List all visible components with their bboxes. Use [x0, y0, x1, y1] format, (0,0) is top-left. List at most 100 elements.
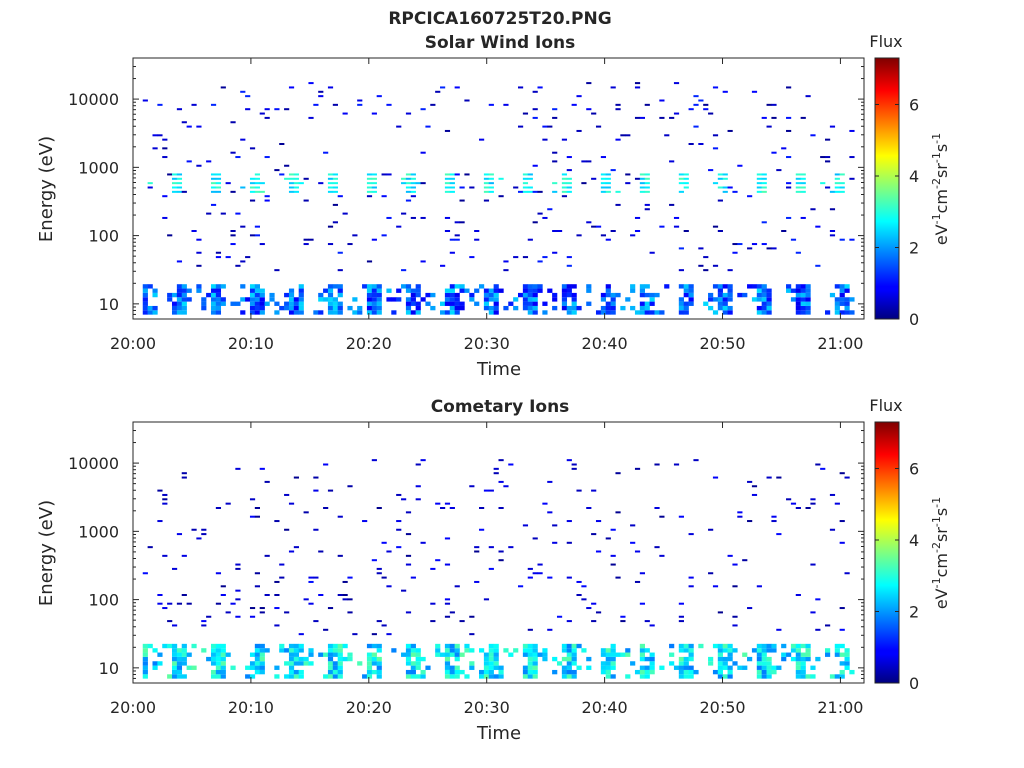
heatmap-cell: [790, 648, 797, 653]
heatmap-cell: [142, 652, 148, 657]
heatmap-cell: [264, 199, 270, 202]
heatmap-cell: [288, 310, 295, 315]
heatmap-cell: [790, 656, 797, 662]
heatmap-cell: [522, 297, 529, 302]
heatmap-cell: [396, 528, 402, 531]
heatmap-cell: [415, 463, 421, 466]
heatmap-cell: [167, 674, 173, 679]
heatmap-cell: [230, 665, 236, 670]
heatmap-cell: [454, 652, 460, 657]
heatmap-cell: [440, 264, 446, 267]
heatmap-cell: [215, 665, 222, 670]
heatmap-cell: [834, 177, 840, 180]
x-tick-label: 20:40: [582, 698, 628, 717]
heatmap-cell: [298, 648, 304, 653]
heatmap-cell: [332, 190, 338, 193]
heatmap-cell: [532, 284, 538, 289]
heatmap-cell: [249, 607, 256, 610]
heatmap-cell: [849, 156, 855, 159]
heatmap-cell: [410, 288, 416, 293]
heatmap-cell: [678, 602, 684, 605]
heatmap-cell: [318, 90, 324, 93]
heatmap-cell: [249, 147, 256, 150]
heatmap-cell: [323, 288, 329, 293]
heatmap-cell: [396, 520, 402, 523]
heatmap-cell: [269, 292, 275, 298]
heatmap-cell: [474, 550, 480, 553]
heatmap-cell: [483, 297, 490, 302]
heatmap-cell: [352, 297, 358, 302]
heatmap-cell: [722, 661, 728, 666]
heatmap-cell: [610, 230, 616, 232]
heatmap-cell: [157, 661, 163, 666]
heatmap-cell: [727, 284, 733, 289]
heatmap-cell: [513, 297, 519, 302]
heatmap-cell: [834, 301, 840, 306]
heatmap-cell: [454, 292, 460, 298]
heatmap-cell: [181, 284, 187, 289]
heatmap-cell: [162, 493, 168, 496]
heatmap-cell: [357, 310, 363, 315]
heatmap-cell: [795, 648, 801, 653]
heatmap-cell: [220, 86, 226, 89]
heatmap-cell: [162, 498, 168, 501]
heatmap-cell: [488, 310, 494, 315]
heatmap-cell: [581, 160, 587, 163]
heatmap-cell: [274, 301, 280, 306]
heatmap-cell: [327, 643, 334, 649]
heatmap-cell: [839, 173, 845, 176]
heatmap-cell: [703, 108, 709, 111]
heatmap-cell: [708, 292, 714, 298]
heatmap-cell: [376, 288, 382, 293]
heatmap-cell: [532, 297, 538, 302]
heatmap-cell: [440, 301, 446, 306]
heatmap-cell: [493, 305, 499, 311]
heatmap-cell: [157, 103, 163, 106]
heatmap-cell: [249, 301, 256, 306]
heatmap-cell: [176, 301, 183, 306]
heatmap-cell: [405, 611, 412, 614]
heatmap-cell: [479, 507, 485, 509]
heatmap-cell: [405, 182, 412, 185]
heatmap-cell: [605, 537, 611, 540]
heatmap-cell: [181, 472, 187, 475]
heatmap-cell: [552, 151, 558, 154]
heatmap-cell: [201, 648, 207, 653]
heatmap-cell: [215, 284, 222, 289]
heatmap-cell: [488, 567, 494, 570]
heatmap-cell: [254, 301, 260, 306]
heatmap-cell: [712, 225, 719, 228]
heatmap-cell: [839, 520, 845, 523]
heatmap-cell: [366, 284, 373, 289]
heatmap-cell: [454, 238, 460, 241]
heatmap-cell: [722, 648, 728, 653]
heatmap-cell: [210, 203, 217, 206]
heatmap-cell: [181, 288, 187, 293]
heatmap-cell: [376, 665, 382, 670]
heatmap-cell: [522, 674, 529, 679]
heatmap-cell: [376, 305, 382, 311]
heatmap-cell: [444, 615, 451, 618]
heatmap-cell: [142, 643, 148, 649]
heatmap-cell: [761, 310, 767, 315]
heatmap-cell: [337, 301, 343, 306]
heatmap-cell: [634, 116, 641, 119]
heatmap-cell: [639, 305, 645, 311]
heatmap-cell: [298, 305, 304, 311]
heatmap-cells-solar-wind: [142, 82, 855, 315]
heatmap-cell: [634, 669, 641, 675]
heatmap-cell: [542, 648, 548, 653]
heatmap-cell: [756, 648, 762, 653]
heatmap-cell: [727, 129, 733, 132]
heatmap-cell: [332, 297, 338, 302]
heatmap-cell: [795, 284, 801, 289]
heatmap-cell: [771, 151, 777, 154]
heatmap-cell: [649, 292, 655, 298]
heatmap-cell: [761, 674, 767, 679]
heatmap-cell: [142, 669, 148, 675]
heatmap-cell: [537, 260, 543, 263]
heatmap-cell: [771, 103, 777, 106]
heatmap-cell: [708, 112, 714, 115]
heatmap-cell: [288, 297, 295, 302]
heatmap-cell: [722, 305, 728, 311]
